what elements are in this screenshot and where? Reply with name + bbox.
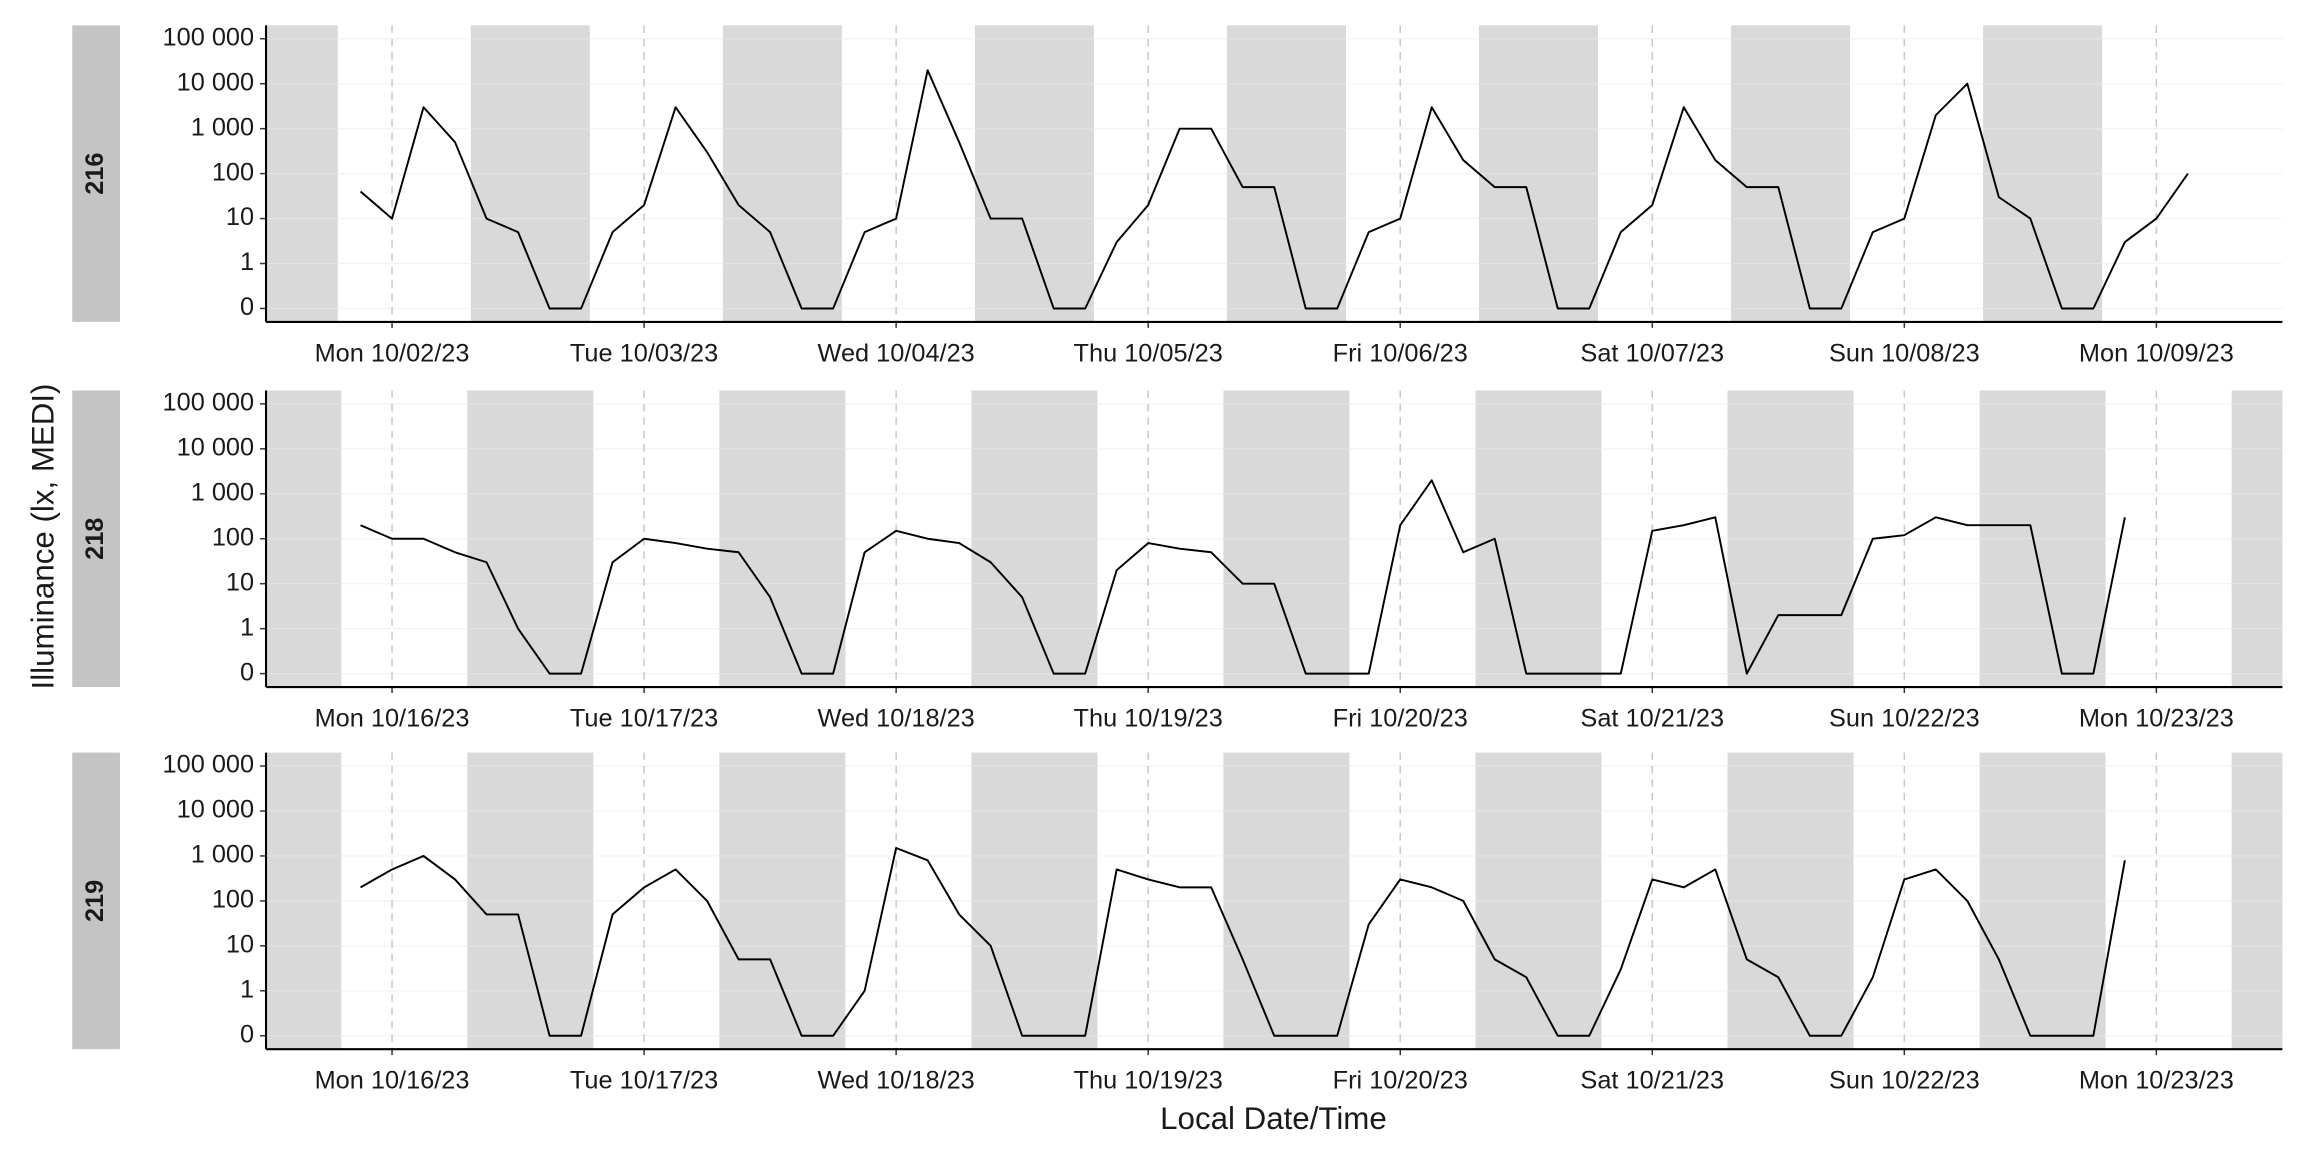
x-tick-label: Sat 10/21/23 xyxy=(1580,1067,1724,1095)
y-tick-label: 100 000 xyxy=(163,751,255,779)
y-tick-label: 100 xyxy=(212,886,254,914)
y-tick-label: 10 000 xyxy=(177,68,254,96)
x-tick-label: Fri 10/20/23 xyxy=(1333,705,1468,733)
x-tick-label: Wed 10/04/23 xyxy=(818,339,975,367)
y-tick-label: 1 xyxy=(240,975,254,1003)
y-tick-label: 100 xyxy=(212,523,254,551)
x-tick-label: Sun 10/08/23 xyxy=(1829,339,1980,367)
facet-label: 219 xyxy=(81,880,109,922)
x-tick-label: Mon 10/16/23 xyxy=(315,1067,470,1095)
y-tick-label: 10 xyxy=(226,203,254,231)
illuminance-line xyxy=(359,69,2189,310)
y-tick-label: 1 xyxy=(240,613,254,641)
y-tick-label: 10 000 xyxy=(177,796,254,824)
illuminance-line xyxy=(360,847,2126,1037)
x-tick-label: Tue 10/03/23 xyxy=(570,339,718,367)
y-tick-label: 0 xyxy=(240,293,254,321)
x-tick-label: Sun 10/22/23 xyxy=(1829,1067,1980,1095)
x-tick-label: Wed 10/18/23 xyxy=(818,705,975,733)
y-tick-label: 0 xyxy=(240,1020,254,1048)
x-tick-label: Thu 10/19/23 xyxy=(1074,705,1223,733)
facet-strip xyxy=(72,752,120,1050)
facet-label: 218 xyxy=(81,518,109,560)
y-tick-label: 100 000 xyxy=(163,389,255,417)
x-axis-title: Local Date/Time xyxy=(1160,1101,1387,1136)
facet-strip xyxy=(72,390,120,688)
x-tick-label: Mon 10/02/23 xyxy=(315,339,470,367)
x-tick-label: Mon 10/23/23 xyxy=(2079,705,2234,733)
x-tick-label: Sat 10/21/23 xyxy=(1580,705,1724,733)
y-tick-label: 0 xyxy=(240,658,254,686)
x-tick-label: Thu 10/05/23 xyxy=(1074,339,1223,367)
x-tick-label: Mon 10/23/23 xyxy=(2079,1067,2234,1095)
x-tick-label: Mon 10/09/23 xyxy=(2079,339,2234,367)
y-tick-label: 100 xyxy=(212,158,254,186)
x-tick-label: Mon 10/16/23 xyxy=(315,705,470,733)
x-tick-label: Sat 10/07/23 xyxy=(1580,339,1724,367)
x-tick-label: Tue 10/17/23 xyxy=(570,1067,718,1095)
y-tick-label: 1 000 xyxy=(191,113,254,141)
y-tick-label: 10 xyxy=(226,568,254,596)
y-tick-label: 10 000 xyxy=(177,434,254,462)
y-tick-label: 100 000 xyxy=(163,23,255,51)
y-axis-title: Illuminance (lx, MEDI) xyxy=(26,384,61,690)
y-tick-label: 1 000 xyxy=(191,841,254,869)
y-tick-label: 1 xyxy=(240,248,254,276)
x-tick-label: Thu 10/19/23 xyxy=(1074,1067,1223,1095)
y-tick-label: 10 xyxy=(226,931,254,959)
facet-label: 216 xyxy=(81,152,109,194)
y-tick-label: 1 000 xyxy=(191,478,254,506)
x-tick-label: Sun 10/22/23 xyxy=(1829,705,1980,733)
facet-strip xyxy=(72,25,120,322)
illuminance-line xyxy=(360,479,2126,675)
x-tick-label: Fri 10/06/23 xyxy=(1333,339,1468,367)
x-tick-label: Fri 10/20/23 xyxy=(1333,1067,1468,1095)
x-tick-label: Tue 10/17/23 xyxy=(570,705,718,733)
x-tick-label: Wed 10/18/23 xyxy=(818,1067,975,1095)
